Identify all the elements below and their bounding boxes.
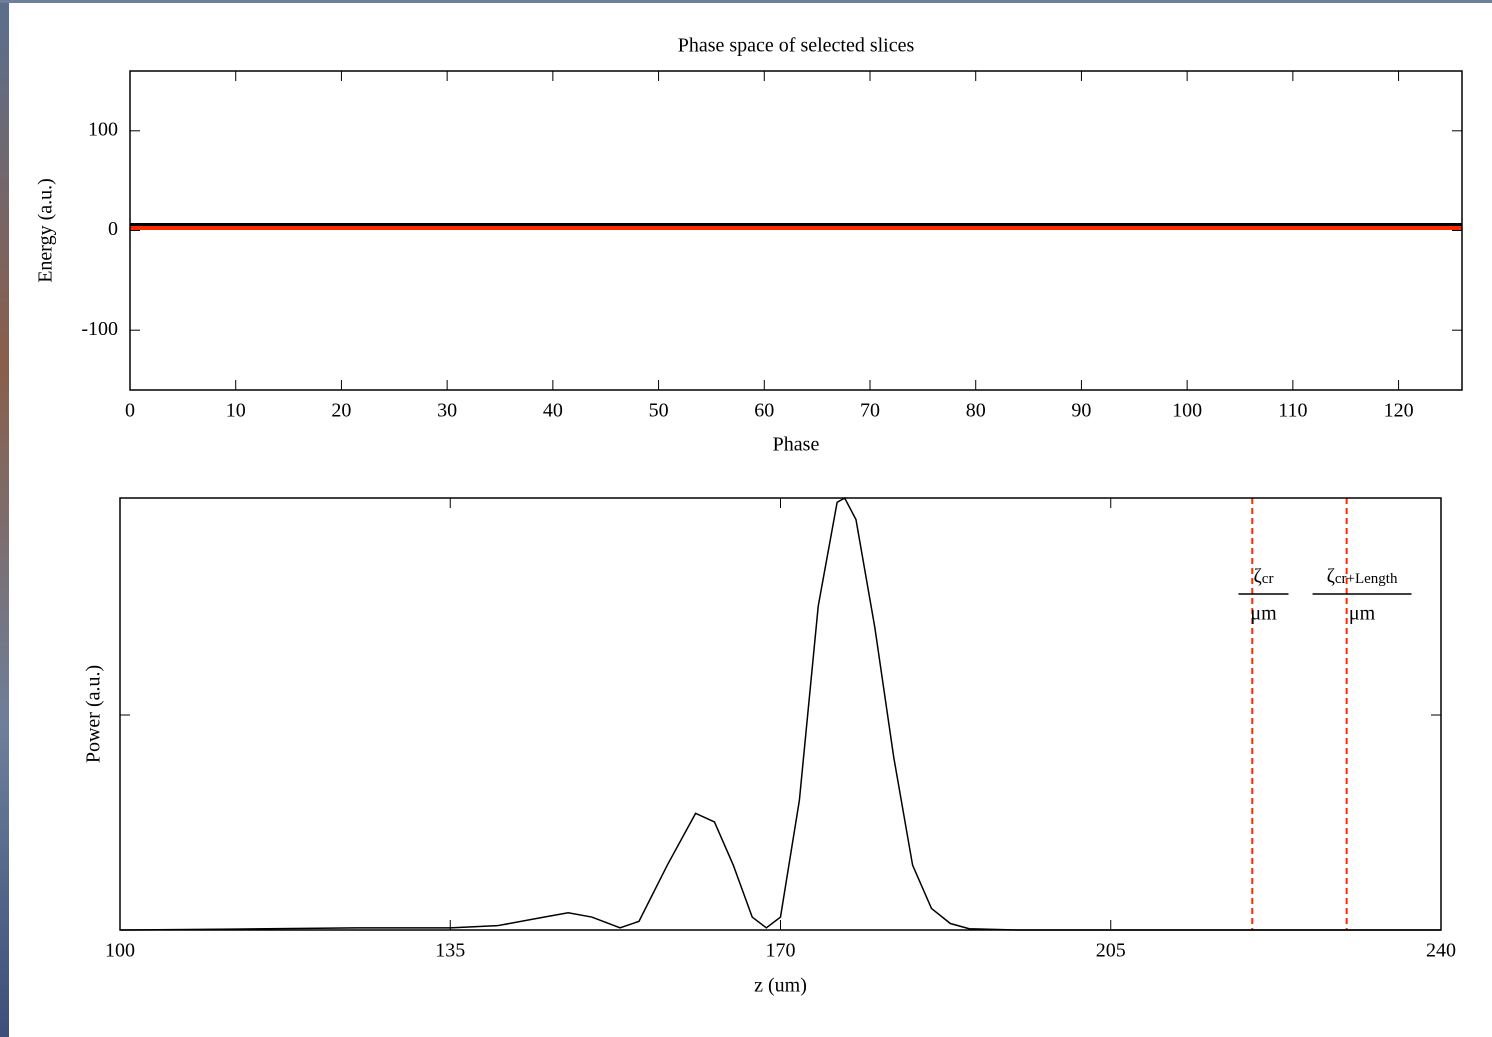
x-axis-label: Phase [773,434,820,456]
marker-unit: μm [1250,603,1277,625]
marker-symbol: ζ [1327,565,1335,587]
x-tick-label: 70 [860,400,880,422]
x-tick-label: 170 [766,940,796,962]
marker-symbol: ζ [1254,565,1262,587]
x-tick-label: 110 [1278,400,1307,422]
x-axis-label: z (um) [754,975,807,997]
x-tick-label: 80 [966,400,986,422]
marker-label: ζcr [1254,565,1274,588]
x-tick-label: 240 [1426,940,1456,962]
marker-subscript: cr+Length [1335,571,1398,587]
x-tick-label: 40 [543,400,563,422]
x-tick-label: 20 [331,400,351,422]
y-axis-label: Energy (a.u.) [35,178,57,283]
x-tick-label: 0 [125,400,135,422]
y-axis-label: Power (a.u.) [83,665,105,763]
y-tick-label: -100 [81,318,118,340]
desktop-edge [0,0,9,1037]
plot-frame [119,497,1442,931]
x-tick-label: 10 [226,400,246,422]
marker-subscript: cr [1262,571,1274,587]
x-tick-label: 30 [437,400,457,422]
x-tick-label: 100 [1172,400,1202,422]
x-tick-label: 120 [1384,400,1414,422]
x-tick-label: 135 [435,940,465,962]
x-tick-label: 50 [649,400,669,422]
x-tick-label: 60 [754,400,774,422]
x-tick-label: 100 [105,940,135,962]
marker-unit: μm [1349,603,1376,625]
chart-title: Phase space of selected slices [678,35,915,57]
y-tick-label: 0 [108,218,118,240]
y-tick-label: 100 [88,118,118,140]
marker-label: ζcr+Length [1327,565,1398,588]
x-tick-label: 205 [1096,940,1126,962]
x-tick-label: 90 [1071,400,1091,422]
plot-frame [129,70,1463,391]
series-line [119,496,1441,931]
desktop-edge [0,0,1492,3]
